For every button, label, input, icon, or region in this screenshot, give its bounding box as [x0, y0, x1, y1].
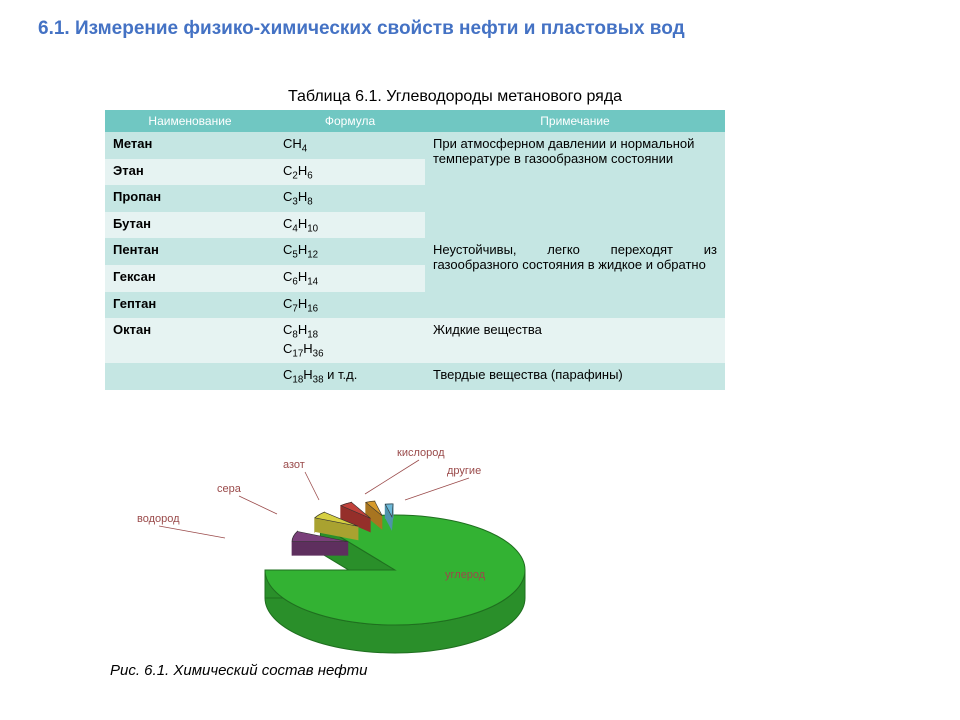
cell-name: Октан: [105, 318, 275, 363]
th-note: Примечание: [425, 110, 725, 132]
cell-note: Жидкие вещества: [425, 318, 725, 363]
cell-name: Гексан: [105, 265, 275, 292]
svg-text:азот: азот: [283, 459, 305, 471]
cell-name: Пропан: [105, 185, 275, 212]
svg-text:углерод: углерод: [445, 569, 486, 581]
svg-text:сера: сера: [217, 483, 242, 495]
cell-formula: C7H16: [275, 292, 425, 319]
cell-formula: C4H10: [275, 212, 425, 239]
cell-formula: C18H38 и т.д.: [275, 363, 425, 390]
table-row: ОктанC8H18C17H36Жидкие вещества: [105, 318, 725, 363]
table-row: C18H38 и т.д.Твердые вещества (парафины): [105, 363, 725, 390]
table-row: МетанCH4При атмосферном давлении и норма…: [105, 132, 725, 159]
cell-name: Пентан: [105, 238, 275, 265]
table-caption: Таблица 6.1. Углеводороды метанового ряд…: [105, 88, 805, 106]
cell-name: Гептан: [105, 292, 275, 319]
cell-formula: C5H12: [275, 238, 425, 265]
cell-name: [105, 363, 275, 390]
cell-formula: C3H8: [275, 185, 425, 212]
page-title: 6.1. Измерение физико-химических свойств…: [0, 0, 960, 40]
figure-caption: Рис. 6.1. Химический состав нефти: [110, 662, 368, 679]
cell-note: При атмосферном давлении и нормальной те…: [425, 132, 725, 238]
cell-name: Бутан: [105, 212, 275, 239]
cell-name: Этан: [105, 159, 275, 186]
svg-text:водород: водород: [137, 513, 180, 525]
hydrocarbon-table: Наименование Формула Примечание МетанCH4…: [105, 110, 725, 390]
cell-formula: C2H6: [275, 159, 425, 186]
cell-formula: C8H18C17H36: [275, 318, 425, 363]
cell-formula: CH4: [275, 132, 425, 159]
cell-formula: C6H14: [275, 265, 425, 292]
th-formula: Формула: [275, 110, 425, 132]
svg-text:кислород: кислород: [397, 450, 445, 459]
th-name: Наименование: [105, 110, 275, 132]
pie-chart: водород сера азот кислороддругие углерод: [105, 450, 625, 660]
cell-note: Твердые вещества (парафины): [425, 363, 725, 390]
cell-note: Неустойчивы, легко переходят из газообра…: [425, 238, 725, 318]
table-row: ПентанC5H12Неустойчивы, легко переходят …: [105, 238, 725, 265]
cell-name: Метан: [105, 132, 275, 159]
svg-text:другие: другие: [447, 465, 481, 477]
